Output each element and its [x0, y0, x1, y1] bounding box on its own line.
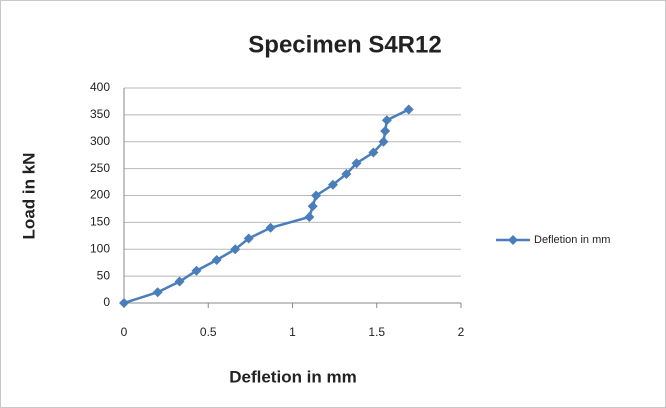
data-point	[311, 190, 322, 201]
data-point	[230, 244, 241, 255]
legend-label: Defletion in mm	[534, 234, 610, 246]
x-tick-label: 0	[121, 325, 128, 339]
data-point	[341, 169, 352, 179]
data-point	[174, 276, 185, 287]
data-point	[265, 222, 276, 233]
x-tick-label: 2	[458, 325, 465, 339]
data-point	[307, 201, 318, 212]
data-point	[191, 265, 202, 276]
x-tick-label: 1.5	[368, 325, 385, 339]
data-point	[211, 255, 222, 265]
data-point	[304, 212, 315, 222]
data-point	[152, 287, 163, 298]
data-point	[351, 158, 362, 169]
data-point	[403, 104, 414, 115]
chart-title: Specimen S4R12	[248, 31, 441, 58]
y-tick-label: 0	[103, 295, 110, 309]
x-axis-label: Defletion in mm	[229, 367, 357, 386]
data-point	[380, 126, 391, 136]
y-tick-label: 250	[90, 161, 110, 175]
y-tick-label: 400	[90, 80, 110, 94]
y-tick-label: 350	[90, 107, 110, 121]
data-point	[378, 136, 389, 147]
legend-marker	[508, 235, 518, 245]
y-tick-label: 100	[90, 241, 110, 255]
y-tick-label: 200	[90, 188, 110, 202]
data-point	[381, 115, 392, 126]
x-tick-label: 1	[289, 325, 296, 339]
data-point	[327, 179, 338, 190]
data-point	[368, 147, 379, 158]
x-tick-label: 0.5	[200, 325, 217, 339]
data-point	[243, 233, 254, 244]
y-tick-label: 300	[90, 134, 110, 148]
y-tick-label: 50	[97, 268, 111, 282]
y-axis-label: Load in kN	[19, 153, 38, 240]
data-point	[119, 298, 129, 308]
y-tick-label: 150	[90, 215, 110, 229]
